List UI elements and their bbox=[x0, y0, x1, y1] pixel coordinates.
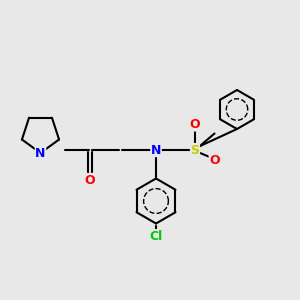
Text: O: O bbox=[85, 173, 95, 187]
Text: S: S bbox=[190, 143, 200, 157]
Text: N: N bbox=[35, 146, 46, 160]
Text: Cl: Cl bbox=[149, 230, 163, 243]
Text: O: O bbox=[190, 118, 200, 131]
Text: N: N bbox=[151, 143, 161, 157]
Text: O: O bbox=[209, 154, 220, 167]
